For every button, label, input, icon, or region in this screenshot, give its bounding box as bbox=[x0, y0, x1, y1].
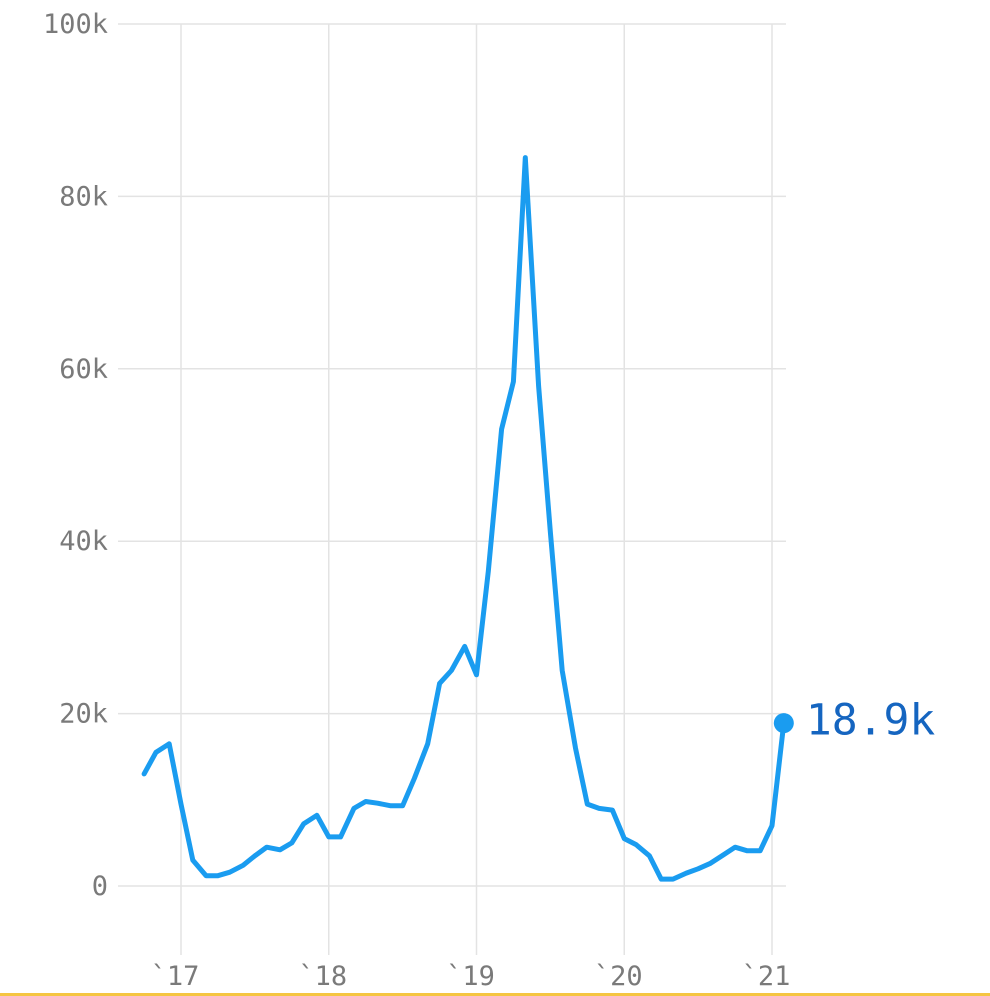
x-tick-label: `21 bbox=[742, 961, 791, 992]
x-tick-label: `17 bbox=[151, 961, 200, 992]
vertical-gridlines bbox=[180, 24, 773, 955]
x-tick-label: `18 bbox=[298, 961, 347, 992]
y-tick-label: 0 bbox=[92, 871, 108, 902]
y-tick-label: 100k bbox=[43, 9, 108, 40]
x-tick-label: `20 bbox=[594, 961, 643, 992]
x-axis-tick-labels: `17 `18 `19 `20 `21 bbox=[151, 961, 791, 992]
bottom-accent-strip bbox=[0, 993, 990, 996]
horizontal-gridlines bbox=[118, 23, 786, 887]
y-tick-label: 20k bbox=[59, 699, 108, 730]
end-point-marker bbox=[773, 713, 794, 734]
end-value-label: 18.9k bbox=[806, 696, 936, 746]
y-tick-label: 60k bbox=[59, 354, 108, 385]
y-tick-label: 80k bbox=[59, 181, 108, 212]
series-line bbox=[141, 155, 787, 882]
y-tick-label: 40k bbox=[59, 526, 108, 557]
y-axis-tick-labels: 0 20k 40k 60k 80k 100k bbox=[43, 9, 108, 902]
x-tick-label: `19 bbox=[446, 961, 495, 992]
